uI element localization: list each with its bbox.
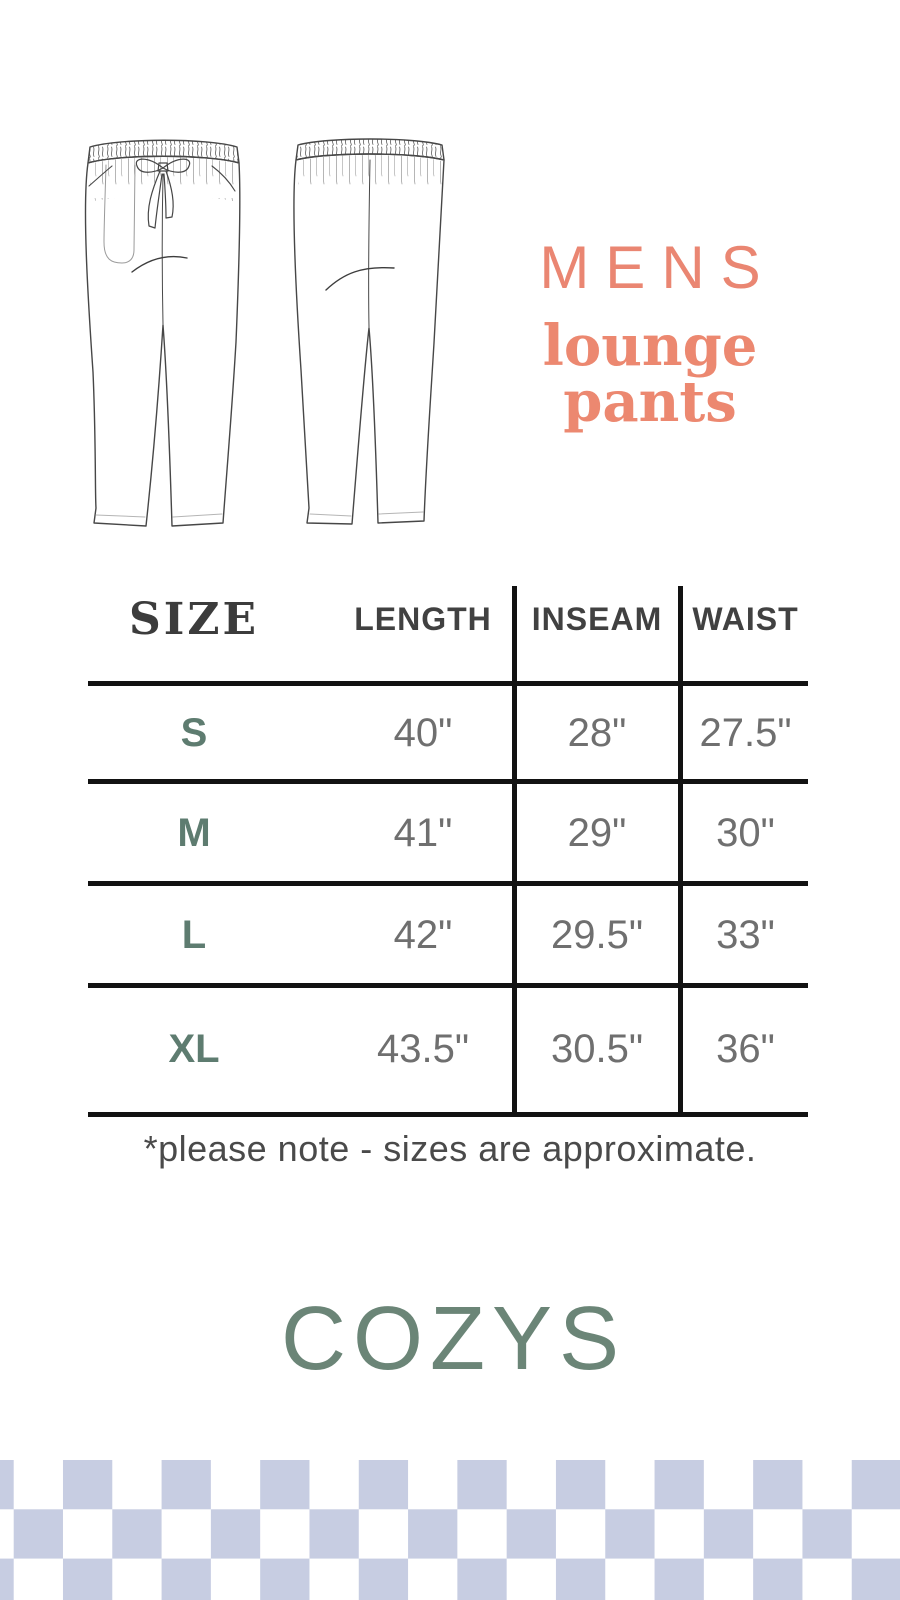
sizes-approximate-note: *please note - sizes are approximate. <box>143 1128 757 1169</box>
table-rule-2 <box>88 881 808 886</box>
table-row-size-label: M <box>177 810 211 855</box>
column-header-size: SIZE <box>128 593 259 645</box>
column-header-inseam: INSEAM <box>531 600 663 637</box>
column-header-waist: WAIST <box>692 600 799 637</box>
table-row-size-label: S <box>180 710 208 755</box>
table-divider-length-inseam <box>512 586 517 1117</box>
table-cell-waist: 36" <box>716 1027 775 1071</box>
table-cell-length: 40" <box>393 710 453 755</box>
table-cell-waist: 33" <box>716 912 775 957</box>
table-row-size-label: XL <box>168 1027 220 1071</box>
table-row-size-label: L <box>181 912 207 957</box>
pants-back-view <box>293 138 445 525</box>
table-cell-length: 43.5" <box>376 1027 470 1071</box>
title-block: MENS lounge pants <box>450 234 850 435</box>
title-category: MENS <box>539 234 777 301</box>
table-cell-inseam: 28" <box>567 710 627 755</box>
checkerboard-footer <box>0 1460 900 1600</box>
table-cell-waist: 30" <box>716 810 775 855</box>
table-rule-header <box>88 681 808 686</box>
table-cell-inseam: 30.5" <box>550 1027 644 1071</box>
pants-technical-drawing <box>84 138 445 527</box>
table-cell-waist: 27.5" <box>699 710 792 755</box>
brand-wordmark: COZYS <box>280 1289 627 1389</box>
table-cell-inseam: 29.5" <box>550 912 644 957</box>
pants-front-view <box>84 139 241 527</box>
table-rule-1 <box>88 779 808 784</box>
drawstring-bow-icon <box>135 158 191 229</box>
table-divider-inseam-waist <box>678 586 683 1117</box>
table-cell-length: 42" <box>393 912 453 957</box>
table-rule-3 <box>88 983 808 988</box>
title-product: lounge pants <box>542 313 758 435</box>
table-rule-bottom <box>88 1112 808 1117</box>
column-header-length: LENGTH <box>354 600 492 637</box>
table-cell-inseam: 29" <box>567 810 627 855</box>
table-cell-length: 41" <box>393 810 453 855</box>
